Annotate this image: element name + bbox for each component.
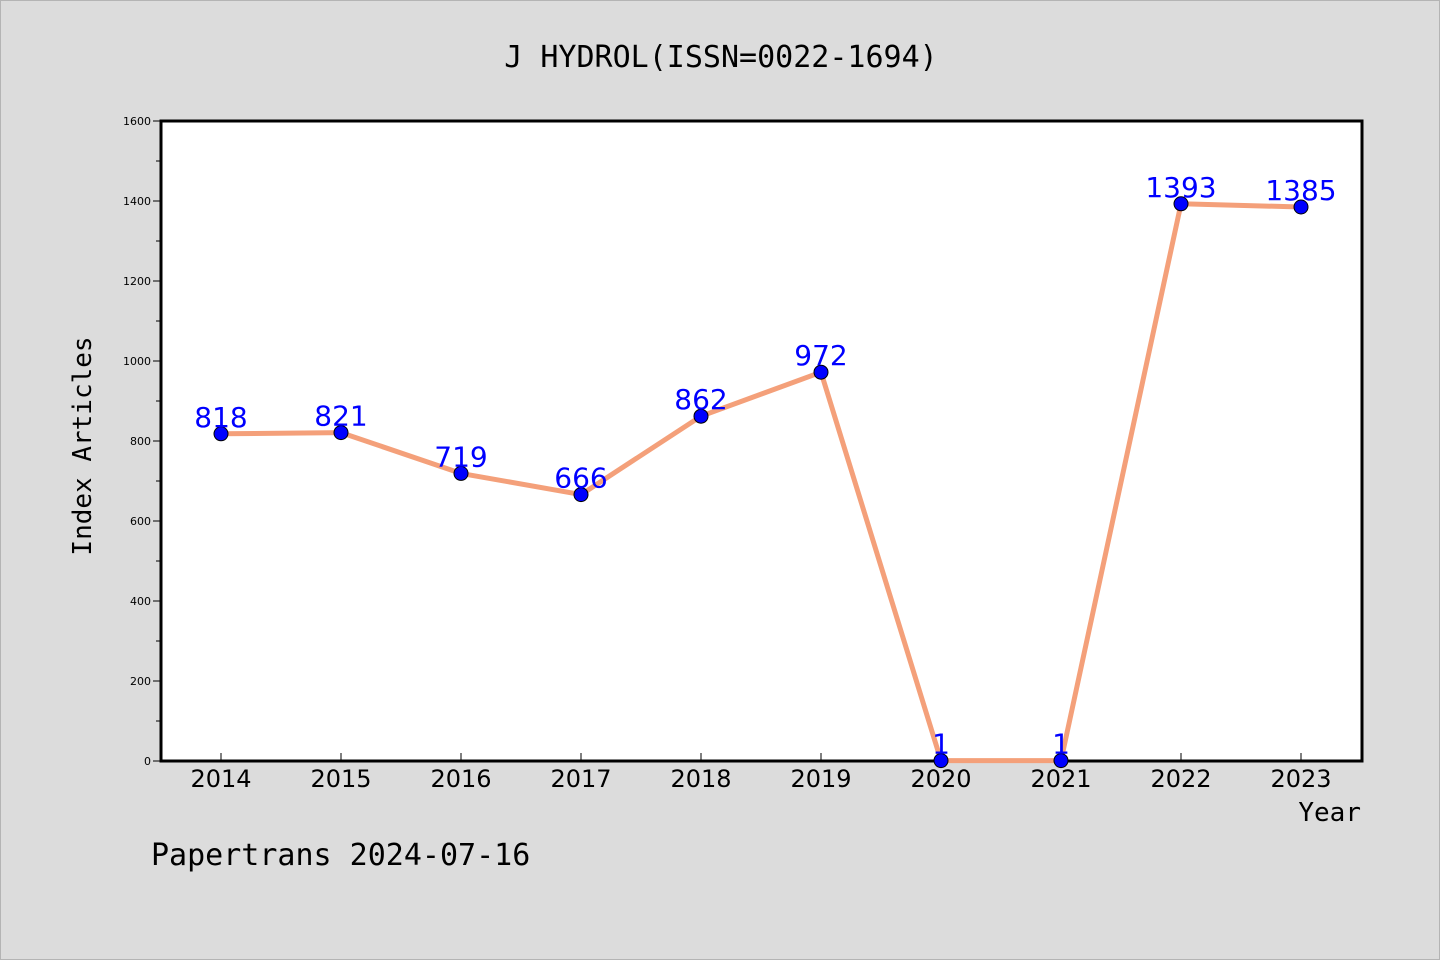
y-tick-label: 1400	[123, 195, 151, 208]
data-point	[1053, 753, 1069, 769]
data-point	[453, 465, 469, 481]
x-tick-label: 2015	[310, 765, 371, 793]
data-label: 821	[314, 400, 367, 433]
x-tick-label: 2016	[430, 765, 491, 793]
data-label: 1393	[1145, 171, 1216, 204]
y-tick-label: 800	[130, 435, 151, 448]
x-tick-label: 2017	[550, 765, 611, 793]
data-point	[213, 426, 229, 442]
y-tick-label: 600	[130, 515, 151, 528]
data-labels-group: 818 821 719 666 862 972 1 1 1393 1385	[194, 171, 1336, 761]
data-label: 666	[554, 462, 607, 495]
y-tick-label: 400	[130, 595, 151, 608]
series-line	[218, 201, 1304, 764]
x-tick-label: 2021	[1030, 765, 1091, 793]
x-tick-label: 2018	[670, 765, 731, 793]
data-label: 719	[434, 440, 487, 473]
data-label: 818	[194, 401, 247, 434]
data-point	[933, 753, 949, 769]
data-point	[333, 425, 349, 441]
data-point	[813, 364, 829, 380]
x-tick-label: 2023	[1270, 765, 1331, 793]
y-tick-label: 1200	[123, 275, 151, 288]
data-label: 862	[674, 383, 727, 416]
y-tick-label: 1600	[123, 115, 151, 128]
x-tick-label: 2019	[790, 765, 851, 793]
x-tick-label: 2022	[1150, 765, 1211, 793]
plot-area	[159, 119, 1364, 763]
y-tick-label: 200	[130, 675, 151, 688]
series-line-group	[218, 201, 1304, 764]
data-label: 1	[1052, 728, 1070, 761]
chart-title: J HYDROL(ISSN=0022-1694)	[504, 40, 937, 75]
y-axis-title: Index Articles	[68, 336, 98, 555]
data-point	[1293, 199, 1309, 215]
x-tick-label: 2020	[910, 765, 971, 793]
data-label: 1	[932, 728, 950, 761]
data-point	[573, 487, 589, 503]
data-point	[693, 408, 709, 424]
data-label: 1385	[1265, 174, 1336, 207]
data-label: 972	[794, 339, 847, 372]
x-axis: 2014 2015 2016 2017 2018 2019 2020 2021 2022 2023	[190, 753, 1332, 793]
x-tick-label: 2014	[190, 765, 251, 793]
footer-text: Papertrans 2024-07-16	[151, 838, 530, 873]
data-point	[1173, 196, 1189, 212]
x-axis-title: Year	[1298, 798, 1361, 828]
y-tick-label: 0	[144, 755, 151, 768]
y-tick-label: 1000	[123, 355, 151, 368]
series-points-group	[213, 196, 1309, 769]
y-axis: 0 200 400 600 800 1000 1200 1400 1600	[123, 115, 161, 768]
